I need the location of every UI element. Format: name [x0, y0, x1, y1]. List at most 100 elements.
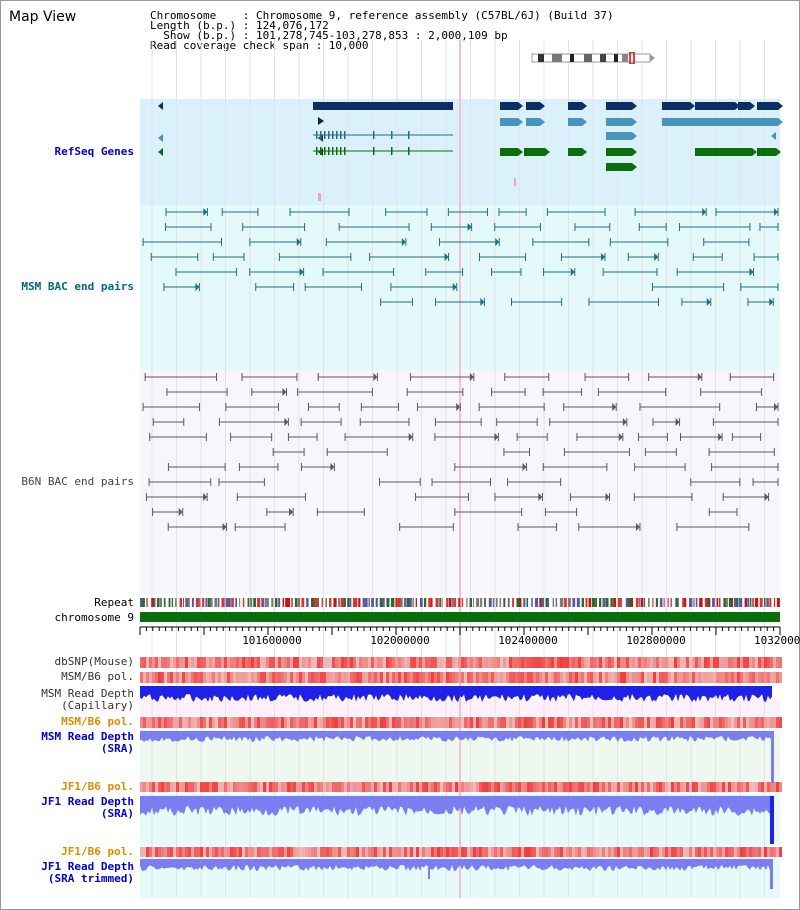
repeat-mark — [390, 598, 395, 607]
heat-cell — [176, 672, 179, 683]
heat-cell — [401, 847, 404, 857]
heat-cell — [188, 672, 191, 683]
jf1-b6-pol-label-2[interactable]: JF1/B6 pol. — [61, 845, 134, 858]
heat-cell — [623, 847, 626, 857]
msm-read-depth-sra-label[interactable]: MSM Read Depth — [41, 730, 134, 743]
heat-cell — [149, 672, 152, 683]
heat-cell — [725, 657, 728, 668]
heat-cell — [635, 717, 638, 728]
heat-cell — [674, 847, 677, 857]
heat-cell — [671, 717, 674, 728]
heat-cell — [263, 847, 266, 857]
heat-cell — [287, 847, 290, 857]
heat-cell — [206, 672, 209, 683]
heat-cell — [260, 657, 263, 668]
heat-cell — [269, 672, 272, 683]
heat-cell — [503, 657, 506, 668]
heat-cell — [575, 782, 578, 792]
heat-cell — [419, 782, 422, 792]
heat-cell — [665, 717, 668, 728]
repeat-mark — [446, 598, 449, 607]
jf1-read-depth-sra-label[interactable]: JF1 Read Depth — [41, 795, 134, 808]
heat-cell — [428, 672, 431, 683]
heat-cell — [578, 717, 581, 728]
heat-cell — [431, 782, 434, 792]
msm-bac-label[interactable]: MSM BAC end pairs — [21, 280, 134, 293]
repeat-mark — [146, 598, 148, 607]
heat-cell — [464, 717, 467, 728]
heat-cell — [524, 657, 527, 668]
heat-cell — [677, 657, 680, 668]
heat-cell — [533, 717, 536, 728]
repeat-mark — [448, 598, 452, 607]
heat-cell — [296, 657, 299, 668]
bac-arrow — [622, 418, 627, 426]
heat-cell — [734, 672, 737, 683]
heat-cell — [680, 672, 683, 683]
repeat-mark — [602, 598, 606, 607]
heat-cell — [554, 847, 557, 857]
heat-cell — [173, 717, 176, 728]
repeat-mark — [648, 598, 650, 607]
heat-cell — [755, 717, 758, 728]
msm-read-depth-cap-label[interactable]: MSM Read Depth — [41, 687, 134, 700]
heat-cell — [611, 782, 614, 792]
jf1-b6-pol-label-1[interactable]: JF1/B6 pol. — [61, 780, 134, 793]
heat-cell — [695, 717, 698, 728]
heat-cell — [269, 782, 272, 792]
msm-b6-pol-label-1[interactable]: MSM/B6 pol. — [61, 670, 134, 683]
heat-cell — [506, 672, 509, 683]
heat-cell — [470, 657, 473, 668]
heat-cell — [485, 672, 488, 683]
b6n-bac-label[interactable]: B6N BAC end pairs — [21, 475, 134, 488]
repeat-mark — [431, 598, 433, 607]
dbsnp-label[interactable]: dbSNP(Mouse) — [54, 655, 134, 668]
heat-cell — [359, 782, 362, 792]
heat-cell — [224, 672, 227, 683]
heat-cell — [731, 717, 734, 728]
heat-cell — [515, 782, 518, 792]
gene-arrow-left — [158, 134, 163, 142]
repeat-mark — [235, 598, 238, 607]
msm-b6-pol-label-2[interactable]: MSM/B6 pol. — [61, 715, 134, 728]
heat-cell — [242, 672, 245, 683]
heat-cell — [212, 717, 215, 728]
heat-cell — [572, 847, 575, 857]
repeat-mark — [695, 598, 698, 607]
heat-cell — [524, 717, 527, 728]
heat-cell — [227, 672, 230, 683]
jf1-read-depth-trim-label[interactable]: JF1 Read Depth — [41, 860, 134, 873]
heat-cell — [440, 657, 443, 668]
heat-cell — [728, 672, 731, 683]
repeat-mark — [519, 598, 522, 607]
heat-cell — [638, 672, 641, 683]
repeat-mark — [599, 598, 602, 607]
heat-cell — [542, 847, 545, 857]
chromosome-label: chromosome 9 — [54, 611, 134, 624]
heat-cell — [251, 847, 254, 857]
heat-cell — [737, 672, 740, 683]
heat-cell — [776, 717, 779, 728]
heat-cell — [335, 672, 338, 683]
heat-cell — [737, 717, 740, 728]
heat-cell — [224, 847, 227, 857]
repeat-mark — [769, 598, 772, 607]
repeat-mark — [168, 598, 171, 607]
heat-cell — [665, 657, 668, 668]
refseq-genes-label[interactable]: RefSeq Genes — [54, 145, 134, 158]
heat-cell — [779, 672, 782, 683]
heat-cell — [635, 672, 638, 683]
heat-cell — [593, 717, 596, 728]
bac-arrow — [330, 463, 335, 471]
heat-cell — [683, 657, 686, 668]
repeat-mark — [419, 598, 423, 607]
heat-cell — [338, 672, 341, 683]
heat-cell — [272, 782, 275, 792]
heat-cell — [281, 782, 284, 792]
heat-cell — [176, 657, 179, 668]
read-depth-plots — [140, 686, 774, 889]
heat-cell — [608, 717, 611, 728]
heat-cell — [149, 782, 152, 792]
heat-cell — [143, 657, 146, 668]
bac-arrow — [178, 508, 183, 516]
